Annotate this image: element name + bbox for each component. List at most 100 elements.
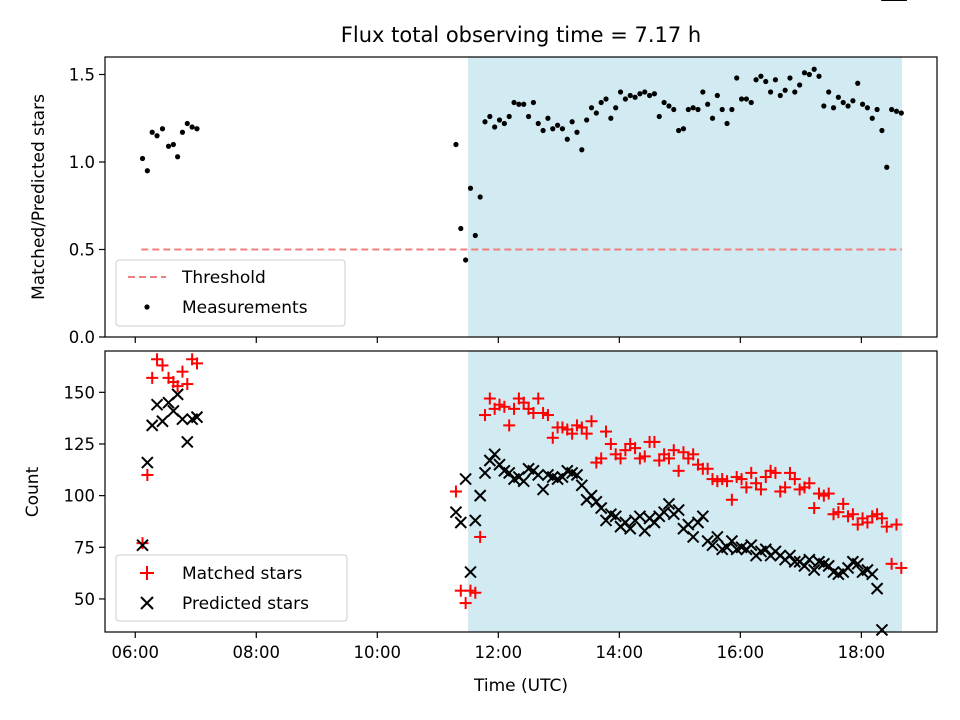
matched-star-point bbox=[837, 497, 850, 510]
top-y-tick-label: 1.5 bbox=[69, 66, 95, 85]
predicted-star-point bbox=[190, 410, 204, 424]
measurement-point bbox=[501, 120, 507, 127]
matched-star-point bbox=[181, 378, 194, 391]
matched-star-point bbox=[740, 481, 753, 494]
matched-star-point bbox=[156, 359, 169, 372]
matched-star-point bbox=[595, 452, 608, 465]
top-y-tick-label: 0.5 bbox=[69, 241, 95, 260]
predicted-star-point bbox=[633, 510, 647, 523]
x-tick-label: 06:00 bbox=[111, 643, 159, 662]
matched-star-point bbox=[176, 365, 189, 378]
predicted-star-point bbox=[657, 505, 671, 519]
measurement-point bbox=[550, 126, 556, 132]
measurement-point bbox=[676, 127, 682, 134]
predicted-star-point bbox=[696, 510, 710, 523]
matched-star-point bbox=[648, 435, 661, 448]
matched-star-point bbox=[483, 392, 496, 405]
top-legend-box bbox=[115, 259, 346, 327]
measurement-point bbox=[869, 115, 875, 121]
measurement-point bbox=[782, 87, 788, 93]
measurement-point bbox=[569, 119, 575, 125]
measurement-point bbox=[184, 120, 190, 127]
matched-star-point bbox=[687, 448, 700, 461]
matched-star-point bbox=[478, 409, 491, 422]
top-y-tick-label: 0.0 bbox=[69, 328, 95, 347]
measurement-point bbox=[772, 77, 779, 83]
predicted-star-point bbox=[459, 472, 472, 486]
measurement-point bbox=[170, 141, 176, 148]
matched-star-point bbox=[672, 464, 685, 477]
matched-star-point bbox=[779, 481, 792, 494]
matched-star-point bbox=[171, 380, 184, 393]
top-legend: Threshold Measurements bbox=[115, 259, 346, 327]
matched-star-point bbox=[474, 530, 487, 543]
measurement-point bbox=[646, 92, 653, 99]
measurement-point bbox=[564, 136, 570, 142]
matched-star-point bbox=[846, 508, 859, 521]
matched-star-point bbox=[508, 402, 521, 415]
predicted-star-point bbox=[807, 563, 821, 577]
predicted-star-point bbox=[875, 623, 889, 637]
measurement-point bbox=[458, 225, 464, 232]
predicted-legend-swatch bbox=[140, 596, 154, 610]
measurement-point bbox=[613, 105, 619, 111]
measurement-point bbox=[617, 89, 624, 95]
measurement-point bbox=[593, 110, 599, 116]
matched-star-point bbox=[808, 502, 821, 515]
top-panel: 0.0 0.5 1.0 1.5 Matched/Predicted stars Thr… bbox=[29, 56, 938, 347]
measurement-point bbox=[680, 126, 687, 132]
predicted-star-point bbox=[473, 489, 487, 502]
predicted-star-point bbox=[141, 456, 154, 469]
measurement-point bbox=[709, 115, 716, 121]
matched-star-point bbox=[638, 450, 651, 463]
predicted-star-point bbox=[536, 483, 550, 496]
predicted-star-point bbox=[638, 524, 651, 537]
matched-star-point bbox=[459, 597, 472, 610]
measurement-point bbox=[666, 103, 672, 109]
measurement-point bbox=[194, 126, 200, 132]
observing-window-band bbox=[468, 351, 902, 632]
matched-star-point bbox=[629, 442, 642, 455]
measurement-point bbox=[608, 115, 614, 121]
matched-star-point bbox=[469, 586, 482, 599]
measurement-point bbox=[724, 120, 730, 127]
matched-star-point bbox=[735, 473, 748, 486]
measurement-point bbox=[850, 98, 856, 104]
bottom-y-tick-label: 125 bbox=[64, 435, 96, 454]
measurement-point bbox=[700, 89, 706, 95]
measurement-point bbox=[893, 108, 900, 114]
measurements-legend-label: Measurements bbox=[182, 298, 308, 318]
measurement-point bbox=[859, 101, 866, 107]
matched-star-point bbox=[759, 471, 772, 484]
x-tick-label: 14:00 bbox=[596, 643, 644, 662]
measurement-point bbox=[144, 168, 150, 174]
matched-star-point bbox=[151, 353, 164, 366]
measurement-point bbox=[835, 94, 841, 100]
measurement-point bbox=[787, 75, 793, 81]
predicted-star-point bbox=[803, 553, 816, 566]
measurement-point bbox=[840, 99, 846, 106]
measurement-point bbox=[545, 115, 551, 121]
bottom-y-axis-label: Count bbox=[23, 466, 43, 517]
measurement-point bbox=[642, 89, 648, 95]
measurement-point bbox=[705, 101, 711, 107]
matched-star-point bbox=[585, 415, 598, 428]
bottom-y-tick-label: 150 bbox=[64, 383, 96, 402]
matched-star-point bbox=[449, 485, 462, 498]
bottom-panel: 50 75 100 125 150 06:00 08:00 10:00 12:00 14:00 1… bbox=[23, 0, 938, 696]
measurement-point bbox=[801, 70, 808, 76]
predicted-star-point bbox=[570, 468, 584, 482]
matched-legend-swatch bbox=[140, 566, 154, 580]
measurement-point bbox=[729, 106, 735, 113]
predicted-star-point bbox=[594, 501, 608, 515]
predicted-star-point bbox=[851, 557, 864, 571]
bottom-panel-frame bbox=[104, 350, 938, 633]
measurement-point bbox=[690, 105, 696, 111]
top-panel-frame bbox=[104, 56, 938, 338]
predicted-star-point bbox=[464, 565, 477, 579]
measurement-point bbox=[855, 80, 861, 86]
bottom-legend: Matched stars Predicted stars bbox=[115, 554, 348, 622]
matched-star-point bbox=[662, 452, 675, 465]
predicted-star-point bbox=[870, 582, 884, 595]
